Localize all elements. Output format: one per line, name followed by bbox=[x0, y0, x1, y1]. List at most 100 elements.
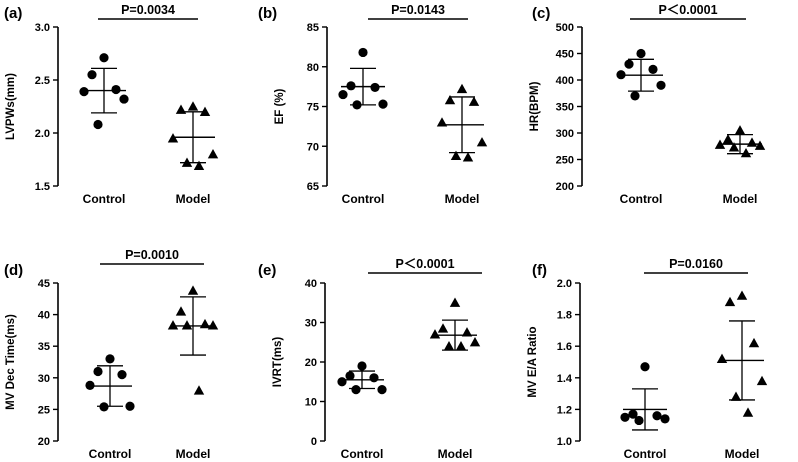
y-tick-label: 1.8 bbox=[557, 310, 572, 322]
y-axis-title: LVPWs(mm) bbox=[5, 73, 17, 140]
series-model bbox=[436, 83, 488, 162]
data-point-circle bbox=[105, 354, 115, 364]
data-point-circle bbox=[628, 409, 638, 419]
data-point-triangle bbox=[444, 94, 456, 105]
x-category-label: Control bbox=[83, 192, 126, 206]
data-point-circle bbox=[345, 371, 355, 381]
p-value-label: P=0.0034 bbox=[121, 3, 175, 17]
x-category-label: Control bbox=[620, 192, 663, 206]
data-point-circle bbox=[630, 91, 640, 101]
data-point-circle bbox=[620, 412, 630, 422]
data-point-circle bbox=[338, 89, 348, 100]
y-tick-label: 75 bbox=[307, 102, 319, 114]
data-point-triangle bbox=[730, 391, 742, 401]
y-tick-label: 65 bbox=[307, 181, 319, 193]
y-tick-label: 20 bbox=[305, 357, 317, 369]
panel-b: (b) 65 70 75 80 85 EF (%) P=0.0143 Control Model bbox=[258, 3, 488, 206]
data-point-circle bbox=[377, 385, 387, 395]
y-axis-title: EF (%) bbox=[274, 88, 286, 124]
p-value-label: P＜0.0001 bbox=[395, 257, 454, 271]
data-point-circle bbox=[369, 373, 379, 383]
data-point-circle bbox=[93, 119, 103, 130]
x-category-label: Model bbox=[725, 447, 760, 461]
x-category-label: Model bbox=[176, 447, 211, 461]
y-tick-label: 1.4 bbox=[557, 373, 573, 385]
y-axis-title: IVRT(ms) bbox=[272, 337, 284, 388]
data-point-circle bbox=[117, 370, 127, 380]
y-tick-label: 2.5 bbox=[35, 75, 50, 87]
x-category-label: Control bbox=[624, 447, 667, 461]
panel-a: (a) 1.5 2.0 2.5 3.0 LVPWs(mm) P=0.0034 Control M… bbox=[4, 3, 219, 206]
series-control bbox=[79, 53, 129, 130]
data-point-triangle bbox=[449, 297, 461, 307]
y-tick-label: 80 bbox=[307, 62, 319, 74]
data-point-triangle bbox=[207, 149, 219, 159]
data-point-triangle bbox=[754, 140, 766, 150]
y-axis-title: HR(BPM) bbox=[529, 81, 541, 131]
data-point-triangle bbox=[193, 160, 205, 171]
data-point-circle bbox=[624, 59, 634, 69]
y-tick-label: 40 bbox=[38, 310, 50, 322]
data-point-triangle bbox=[443, 341, 455, 351]
y-tick-label: 35 bbox=[38, 341, 50, 353]
data-point-circle bbox=[636, 48, 646, 59]
data-point-triangle bbox=[724, 296, 736, 307]
data-point-circle bbox=[652, 411, 662, 421]
y-tick-label: 45 bbox=[38, 278, 50, 290]
panel-label: (d) bbox=[4, 262, 23, 279]
data-point-triangle bbox=[450, 150, 462, 160]
data-point-circle bbox=[378, 99, 388, 109]
data-point-triangle bbox=[181, 320, 193, 330]
data-point-circle bbox=[337, 377, 347, 387]
panel-label: (f) bbox=[532, 262, 547, 279]
p-value-label: P＜0.0001 bbox=[658, 3, 717, 17]
panel-label: (c) bbox=[532, 5, 550, 22]
data-point-circle bbox=[111, 84, 121, 95]
x-category-label: Model bbox=[445, 192, 480, 206]
y-tick-label: 2.0 bbox=[35, 128, 50, 140]
y-tick-label: 30 bbox=[38, 373, 50, 385]
data-point-triangle bbox=[722, 134, 734, 144]
series-model bbox=[714, 125, 766, 158]
panel-label: (b) bbox=[258, 5, 277, 22]
y-tick-label: 0 bbox=[311, 436, 317, 448]
y-tick-label: 40 bbox=[305, 278, 317, 290]
data-point-triangle bbox=[736, 290, 748, 300]
y-tick-label: 200 bbox=[556, 181, 574, 193]
data-point-circle bbox=[346, 81, 356, 91]
p-value-label: P=0.0160 bbox=[669, 257, 723, 271]
series-control bbox=[616, 48, 666, 101]
y-tick-label: 250 bbox=[556, 155, 574, 167]
y-tick-label: 20 bbox=[38, 436, 50, 448]
panel-e: (e) 0 10 20 30 40 IVRT(ms) P＜0.0001 Control Model bbox=[258, 257, 482, 461]
data-point-triangle bbox=[187, 285, 199, 295]
panel-label: (a) bbox=[4, 5, 22, 22]
data-point-circle bbox=[358, 47, 368, 58]
data-point-triangle bbox=[193, 385, 205, 395]
p-value-label: P=0.0010 bbox=[125, 248, 179, 262]
data-point-triangle bbox=[469, 337, 481, 347]
x-category-label: Model bbox=[723, 192, 758, 206]
data-point-circle bbox=[99, 53, 109, 63]
data-point-circle bbox=[640, 362, 650, 372]
data-point-circle bbox=[351, 385, 361, 395]
data-point-triangle bbox=[734, 125, 746, 135]
data-point-circle bbox=[125, 401, 135, 411]
data-point-circle bbox=[660, 414, 670, 424]
y-tick-label: 1.6 bbox=[557, 341, 572, 353]
data-point-triangle bbox=[748, 337, 760, 348]
data-point-triangle bbox=[468, 96, 480, 106]
series-control bbox=[85, 354, 135, 412]
x-category-label: Control bbox=[342, 192, 385, 206]
y-tick-label: 30 bbox=[305, 318, 317, 330]
y-axis-title: MV E/A Ratio bbox=[527, 326, 539, 397]
data-point-circle bbox=[87, 70, 97, 80]
y-tick-label: 450 bbox=[556, 49, 574, 61]
x-category-label: Control bbox=[89, 447, 132, 461]
y-tick-label: 1.2 bbox=[557, 404, 572, 416]
series-control bbox=[337, 361, 387, 395]
data-point-triangle bbox=[187, 101, 199, 111]
y-tick-label: 3.0 bbox=[35, 22, 50, 34]
series-model bbox=[167, 101, 219, 171]
data-point-triangle bbox=[461, 327, 473, 337]
